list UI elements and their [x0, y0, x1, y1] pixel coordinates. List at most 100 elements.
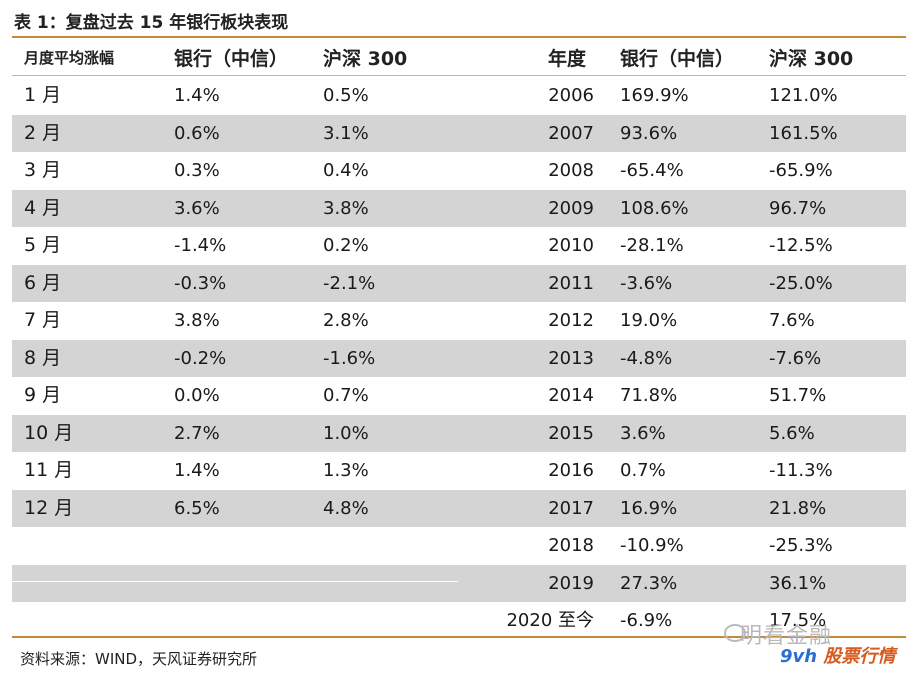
- cell-month-hs300: 4.8%: [323, 497, 369, 519]
- cell-month-hs300: 1.0%: [323, 422, 369, 444]
- cell-month-bank: 6.5%: [174, 497, 220, 519]
- cell-year-hs300: 96.7%: [769, 197, 827, 219]
- header-left-hs300: 沪深 300: [323, 48, 408, 70]
- cell-year-bank: -65.4%: [620, 160, 684, 181]
- cell-month: 6 月: [24, 271, 62, 294]
- cell-year: 2006: [548, 85, 594, 106]
- cell-month: 12 月: [24, 496, 74, 519]
- cell-year: 2015: [548, 422, 594, 444]
- cell-month-bank: -1.4%: [174, 235, 227, 256]
- source-note: 资料来源：WIND，天风证券研究所: [20, 650, 258, 668]
- cell-month-bank: 2.7%: [174, 422, 220, 444]
- watermark-text: 明看金融: [740, 624, 833, 649]
- cell-month-bank: 0.6%: [174, 122, 220, 144]
- row-divider: [12, 581, 458, 582]
- table-row: 4 月 3.6% 3.8% 2009 108.6% 96.7%: [12, 189, 906, 227]
- table-row: 7 月 3.8% 2.8% 2012 19.0% 7.6%: [12, 302, 906, 340]
- watermark-logo-mark: 9vh: [780, 646, 818, 667]
- cell-year: 2011: [548, 272, 594, 294]
- cell-month-hs300: 0.4%: [323, 160, 369, 181]
- cell-month-bank: 0.3%: [174, 160, 220, 181]
- cell-year: 2019: [548, 572, 594, 594]
- cell-month-bank: 0.0%: [174, 385, 220, 406]
- cell-month-hs300: 0.7%: [323, 385, 369, 406]
- header-left-bank: 银行（中信）: [174, 48, 289, 70]
- cell-year: 2009: [548, 197, 594, 219]
- table-row: 3 月 0.3% 0.4% 2008 -65.4% -65.9%: [12, 152, 906, 190]
- cell-month: 11 月: [24, 459, 74, 481]
- cell-year: 2012: [548, 310, 594, 331]
- cell-year-bank: -10.9%: [620, 535, 684, 556]
- cell-month: 10 月: [24, 421, 74, 444]
- table-row: 2 月 0.6% 3.1% 2007 93.6% 161.5%: [12, 114, 906, 152]
- cell-year-hs300: -12.5%: [769, 235, 833, 256]
- cell-month-bank: 3.6%: [174, 197, 220, 219]
- cell-month-hs300: 3.8%: [323, 197, 369, 219]
- cell-year-hs300: 21.8%: [769, 497, 827, 519]
- header-divider: [12, 75, 906, 76]
- cell-year-hs300: 121.0%: [769, 85, 838, 106]
- cell-year-hs300: 161.5%: [769, 122, 838, 144]
- cell-year: 2020 至今: [506, 610, 594, 631]
- cell-month-hs300: 0.5%: [323, 85, 369, 106]
- cell-year: 2016: [548, 460, 594, 481]
- cell-year: 2008: [548, 160, 594, 181]
- cell-year: 2010: [548, 235, 594, 256]
- cell-month-bank: 3.8%: [174, 310, 220, 331]
- cell-year-hs300: -25.3%: [769, 535, 833, 556]
- cell-month: 9 月: [24, 384, 62, 406]
- cell-year-bank: 169.9%: [620, 85, 689, 106]
- table-row: 9 月 0.0% 0.7% 2014 71.8% 51.7%: [12, 377, 906, 415]
- cell-month-hs300: 1.3%: [323, 460, 369, 481]
- cell-year-bank: 93.6%: [620, 122, 678, 144]
- cell-year-bank: -3.6%: [620, 272, 673, 294]
- cell-month: 7 月: [24, 309, 62, 331]
- table-row: 8 月 -0.2% -1.6% 2013 -4.8% -7.6%: [12, 339, 906, 377]
- cell-year-hs300: 7.6%: [769, 310, 815, 331]
- cell-year-bank: -6.9%: [620, 610, 673, 631]
- cell-year-bank: -4.8%: [620, 347, 673, 369]
- cell-month-hs300: 3.1%: [323, 122, 369, 144]
- cell-year: 2007: [548, 122, 594, 144]
- watermark-logo: 9vh 股票行情: [780, 642, 895, 668]
- cell-year-hs300: 5.6%: [769, 422, 815, 444]
- cell-month-hs300: 0.2%: [323, 235, 369, 256]
- cell-month-bank: -0.2%: [174, 347, 227, 369]
- table-row: 6 月 -0.3% -2.1% 2011 -3.6% -25.0%: [12, 264, 906, 302]
- cell-year: 2013: [548, 347, 594, 369]
- top-rule: [12, 36, 906, 38]
- table-row: 12 月 6.5% 4.8% 2017 16.9% 21.8%: [12, 489, 906, 527]
- cell-month-hs300: -1.6%: [323, 347, 376, 369]
- cell-year-hs300: 17.5%: [769, 610, 827, 631]
- cell-year-hs300: -25.0%: [769, 272, 833, 294]
- cell-month: 1 月: [24, 84, 62, 106]
- cell-year-hs300: 51.7%: [769, 385, 827, 406]
- cell-year-hs300: -11.3%: [769, 460, 833, 481]
- cell-month-bank: -0.3%: [174, 272, 227, 294]
- cell-month-hs300: 2.8%: [323, 310, 369, 331]
- cell-year: 2018: [548, 535, 594, 556]
- cell-month: 5 月: [24, 234, 62, 256]
- cell-month: 2 月: [24, 121, 62, 144]
- header-monthly-label: 月度平均涨幅: [24, 49, 115, 67]
- header-year: 年度: [548, 48, 587, 70]
- cell-month: 8 月: [24, 346, 62, 369]
- cell-year-bank: -28.1%: [620, 235, 684, 256]
- cell-year: 2017: [548, 497, 594, 519]
- cell-month-bank: 1.4%: [174, 85, 220, 106]
- cell-month: 4 月: [24, 196, 62, 219]
- cell-year-bank: 27.3%: [620, 572, 678, 594]
- watermark-chat-icon: [724, 624, 746, 642]
- cell-year-bank: 3.6%: [620, 422, 666, 444]
- cell-year-bank: 0.7%: [620, 460, 666, 481]
- cell-year-hs300: -7.6%: [769, 347, 822, 369]
- header-right-bank: 银行（中信）: [620, 48, 735, 70]
- cell-month-hs300: -2.1%: [323, 272, 376, 294]
- cell-month-bank: 1.4%: [174, 460, 220, 481]
- table-row: 2020 至今 -6.9% 17.5%: [12, 602, 906, 640]
- cell-year-bank: 16.9%: [620, 497, 678, 519]
- table-row: 1 月 1.4% 0.5% 2006 169.9% 121.0%: [12, 77, 906, 115]
- cell-year-hs300: -65.9%: [769, 160, 833, 181]
- table-row: 5 月 -1.4% 0.2% 2010 -28.1% -12.5%: [12, 227, 906, 265]
- cell-year-bank: 108.6%: [620, 197, 689, 219]
